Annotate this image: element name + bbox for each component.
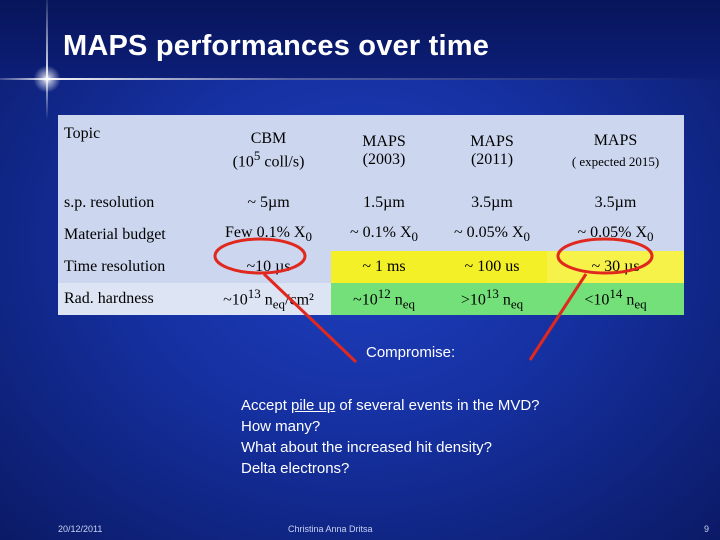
cell-expected-rad-subscript: eq: [634, 296, 647, 312]
note-line-1-suffix: of several events in the MVD?: [335, 397, 540, 414]
cell-maps2003-rad-unit: n: [390, 291, 403, 309]
cell-cbm-rad: ~1013 neq/cm²: [206, 283, 331, 315]
cell-cbm-rad-unit: n: [260, 291, 273, 309]
cell-expected-rad-exponent: 14: [609, 285, 623, 301]
performance-table: Topic CBM (105 coll/s) MAPS (2003) MAPS …: [58, 115, 684, 315]
slide-title: MAPS performances over time: [63, 30, 490, 62]
header-maps-2003: MAPS (2003): [331, 115, 437, 187]
header-maps-expected-line2: ( expected 2015): [571, 154, 660, 169]
table-row: s.p. resolution ~ 5µm 1.5µm 3.5µm 3.5µm: [58, 187, 684, 219]
cell-maps2011-rad: >1013 neq: [437, 283, 547, 315]
cell-cbm-rad-value: ~10: [223, 291, 248, 309]
note-line-4: Delta electrons?: [241, 460, 350, 477]
cell-maps2011-rad-subscript: eq: [510, 296, 524, 312]
header-maps-2011-line2: (2011): [470, 151, 514, 168]
arrow-from-expected: [528, 273, 588, 361]
row-topic-material: Material budget: [58, 219, 206, 251]
highlight-ellipse-expected: [556, 237, 654, 275]
cell-maps2011-material-value: ~ 0.05% X: [453, 224, 524, 242]
cell-maps2003-time: ~ 1 ms: [331, 251, 437, 283]
cell-maps2003-material-value: ~ 0.1% X: [349, 224, 412, 242]
cell-cbm-material-value: Few 0.1% X: [225, 224, 306, 242]
cell-maps2011-rad-unit: n: [498, 291, 511, 309]
cell-cbm-material-subscript: 0: [305, 229, 312, 245]
header-cbm-line2: (105 coll/s): [206, 148, 331, 171]
cell-expected-resolution: 3.5µm: [547, 187, 684, 219]
cell-expected-material: ~ 0.05% X0: [547, 219, 684, 251]
header-cbm-rate-exponent: 5: [253, 148, 261, 164]
row-topic-resolution: s.p. resolution: [58, 187, 206, 219]
cell-maps2003-material-subscript: 0: [411, 229, 419, 245]
decorative-horizontal-line: [0, 78, 720, 80]
cell-cbm-material: Few 0.1% X0: [206, 219, 331, 251]
compromise-label: Compromise:: [366, 344, 456, 361]
cell-maps2011-time: ~ 100 us: [437, 251, 547, 283]
title-bar: [0, 0, 720, 80]
header-cbm-line1: CBM: [250, 130, 287, 148]
cell-maps2011-rad-exponent: 13: [485, 285, 499, 301]
header-maps-2011-line1: MAPS: [470, 133, 514, 150]
notes-block: Accept pile up of several events in the …: [241, 395, 540, 479]
cell-maps2003-rad-subscript: eq: [402, 296, 415, 312]
header-maps-2003-line1: MAPS: [362, 133, 406, 150]
cell-expected-rad-value: <10: [584, 291, 610, 309]
cell-maps2003-material: ~ 0.1% X0: [331, 219, 437, 251]
cell-cbm-rad-subscript: eq: [272, 296, 286, 312]
cell-expected-rad-unit: n: [622, 291, 635, 309]
cell-maps2003-resolution: 1.5µm: [331, 187, 437, 219]
cell-maps2011-rad-value: >10: [460, 291, 486, 309]
header-cbm: CBM (105 coll/s): [206, 115, 331, 187]
cell-expected-material-value: ~ 0.05% X: [577, 224, 648, 242]
note-line-1: Accept pile up of several events in the …: [241, 395, 540, 416]
header-maps-expected-line1: MAPS: [593, 132, 638, 149]
cell-maps2011-resolution: 3.5µm: [437, 187, 547, 219]
pile-up-link[interactable]: pile up: [291, 397, 336, 414]
header-maps-2011: MAPS (2011): [437, 115, 547, 187]
row-topic-rad: Rad. hardness: [58, 283, 206, 315]
header-topic: Topic: [58, 115, 206, 187]
table-row: Rad. hardness ~1013 neq/cm² ~1012 neq >1…: [58, 283, 684, 315]
footer-date: 20/12/2011: [58, 524, 103, 534]
header-cbm-rate-suffix: coll/s): [260, 153, 305, 171]
footer-author: Christina Anna Dritsa: [288, 524, 373, 534]
cell-expected-material-subscript: 0: [647, 229, 654, 245]
note-line-2: How many?: [241, 418, 321, 435]
note-line-1-prefix: Accept: [241, 397, 292, 414]
footer-page-number: 9: [704, 524, 710, 534]
sparkle-icon: [31, 63, 63, 95]
cell-maps2011-material: ~ 0.05% X0: [437, 219, 547, 251]
header-cbm-rate-prefix: (10: [232, 153, 254, 171]
row-topic-time: Time resolution: [58, 251, 206, 283]
note-line-3: What about the increased hit density?: [241, 439, 492, 456]
arrow-from-cbm: [262, 272, 358, 364]
cell-maps2011-material-subscript: 0: [523, 229, 531, 245]
cell-cbm-resolution: ~ 5µm: [206, 187, 331, 219]
highlight-ellipse-cbm: [213, 237, 307, 275]
header-maps-expected: MAPS ( expected 2015): [547, 115, 684, 187]
decorative-vertical-line: [46, 0, 48, 120]
table-row: Material budget Few 0.1% X0 ~ 0.1% X0 ~ …: [58, 219, 684, 251]
header-maps-2003-line2: (2003): [362, 151, 406, 168]
cell-maps2003-rad: ~1012 neq: [331, 283, 437, 315]
cell-maps2003-rad-exponent: 12: [377, 285, 391, 301]
cell-maps2003-rad-value: ~10: [353, 291, 378, 309]
cell-cbm-rad-exponent: 13: [247, 285, 261, 301]
cell-cbm-rad-per-area: /cm²: [285, 291, 314, 309]
table-header-row: Topic CBM (105 coll/s) MAPS (2003) MAPS …: [58, 115, 684, 187]
